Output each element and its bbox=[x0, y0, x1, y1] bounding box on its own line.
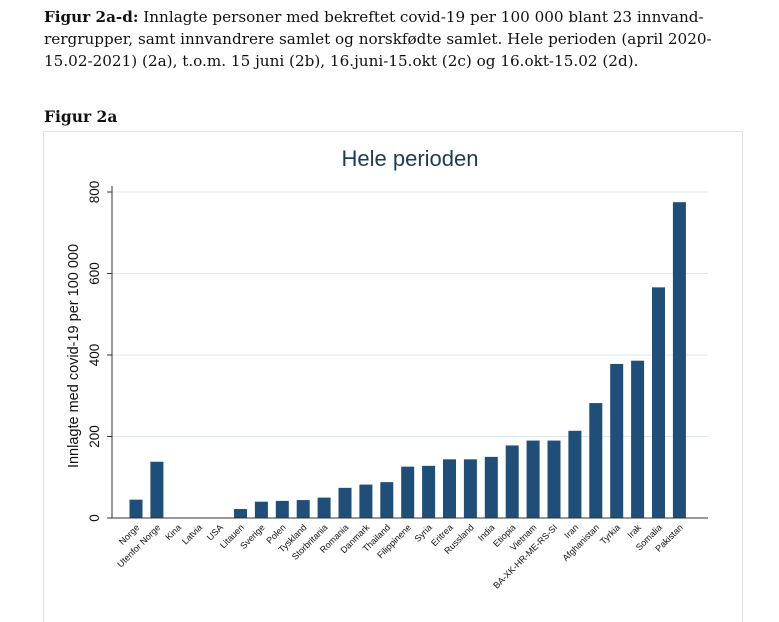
bar bbox=[652, 287, 665, 518]
figure-caption: Figur 2a-d: Innlagte personer med bekref… bbox=[44, 6, 744, 72]
caption-lead: Figur 2a-d: bbox=[44, 8, 139, 26]
chart-frame bbox=[43, 131, 743, 622]
bar bbox=[422, 465, 436, 518]
bar bbox=[631, 360, 645, 518]
y-tick-label: 800 bbox=[87, 181, 102, 204]
chart-title: Hele perioden bbox=[342, 146, 479, 171]
bar bbox=[505, 445, 519, 518]
bar bbox=[526, 440, 540, 518]
y-tick-label: 400 bbox=[87, 344, 102, 367]
bar bbox=[317, 497, 331, 518]
y-tick-label: 600 bbox=[87, 262, 102, 285]
bar bbox=[234, 509, 247, 518]
x-tick-label: Latvia bbox=[180, 522, 204, 546]
bar bbox=[672, 202, 686, 518]
bar bbox=[338, 487, 352, 518]
bar bbox=[568, 430, 582, 518]
bar bbox=[129, 499, 143, 518]
y-axis-label: Innlagte med covid-19 per 100 000 bbox=[66, 244, 82, 468]
grid-lines bbox=[112, 191, 708, 437]
bar bbox=[589, 403, 603, 518]
y-tick-label: 0 bbox=[87, 514, 102, 522]
bar bbox=[380, 482, 394, 518]
figure-label: Figur 2a bbox=[44, 107, 118, 126]
x-tick-label: Tyrkia bbox=[598, 522, 622, 546]
bar bbox=[610, 363, 624, 518]
bar bbox=[547, 440, 561, 518]
bar bbox=[463, 459, 477, 518]
caption-text: Innlagte personer med bekreftet covid-19… bbox=[44, 8, 712, 70]
bar bbox=[296, 500, 310, 518]
bar bbox=[275, 500, 289, 518]
bar bbox=[484, 456, 498, 518]
bar bbox=[150, 461, 164, 518]
y-tick-label: 200 bbox=[87, 425, 102, 448]
bar bbox=[359, 484, 373, 518]
bars bbox=[129, 202, 686, 518]
bar bbox=[443, 459, 456, 518]
bar bbox=[401, 466, 415, 518]
bar bbox=[254, 501, 268, 518]
